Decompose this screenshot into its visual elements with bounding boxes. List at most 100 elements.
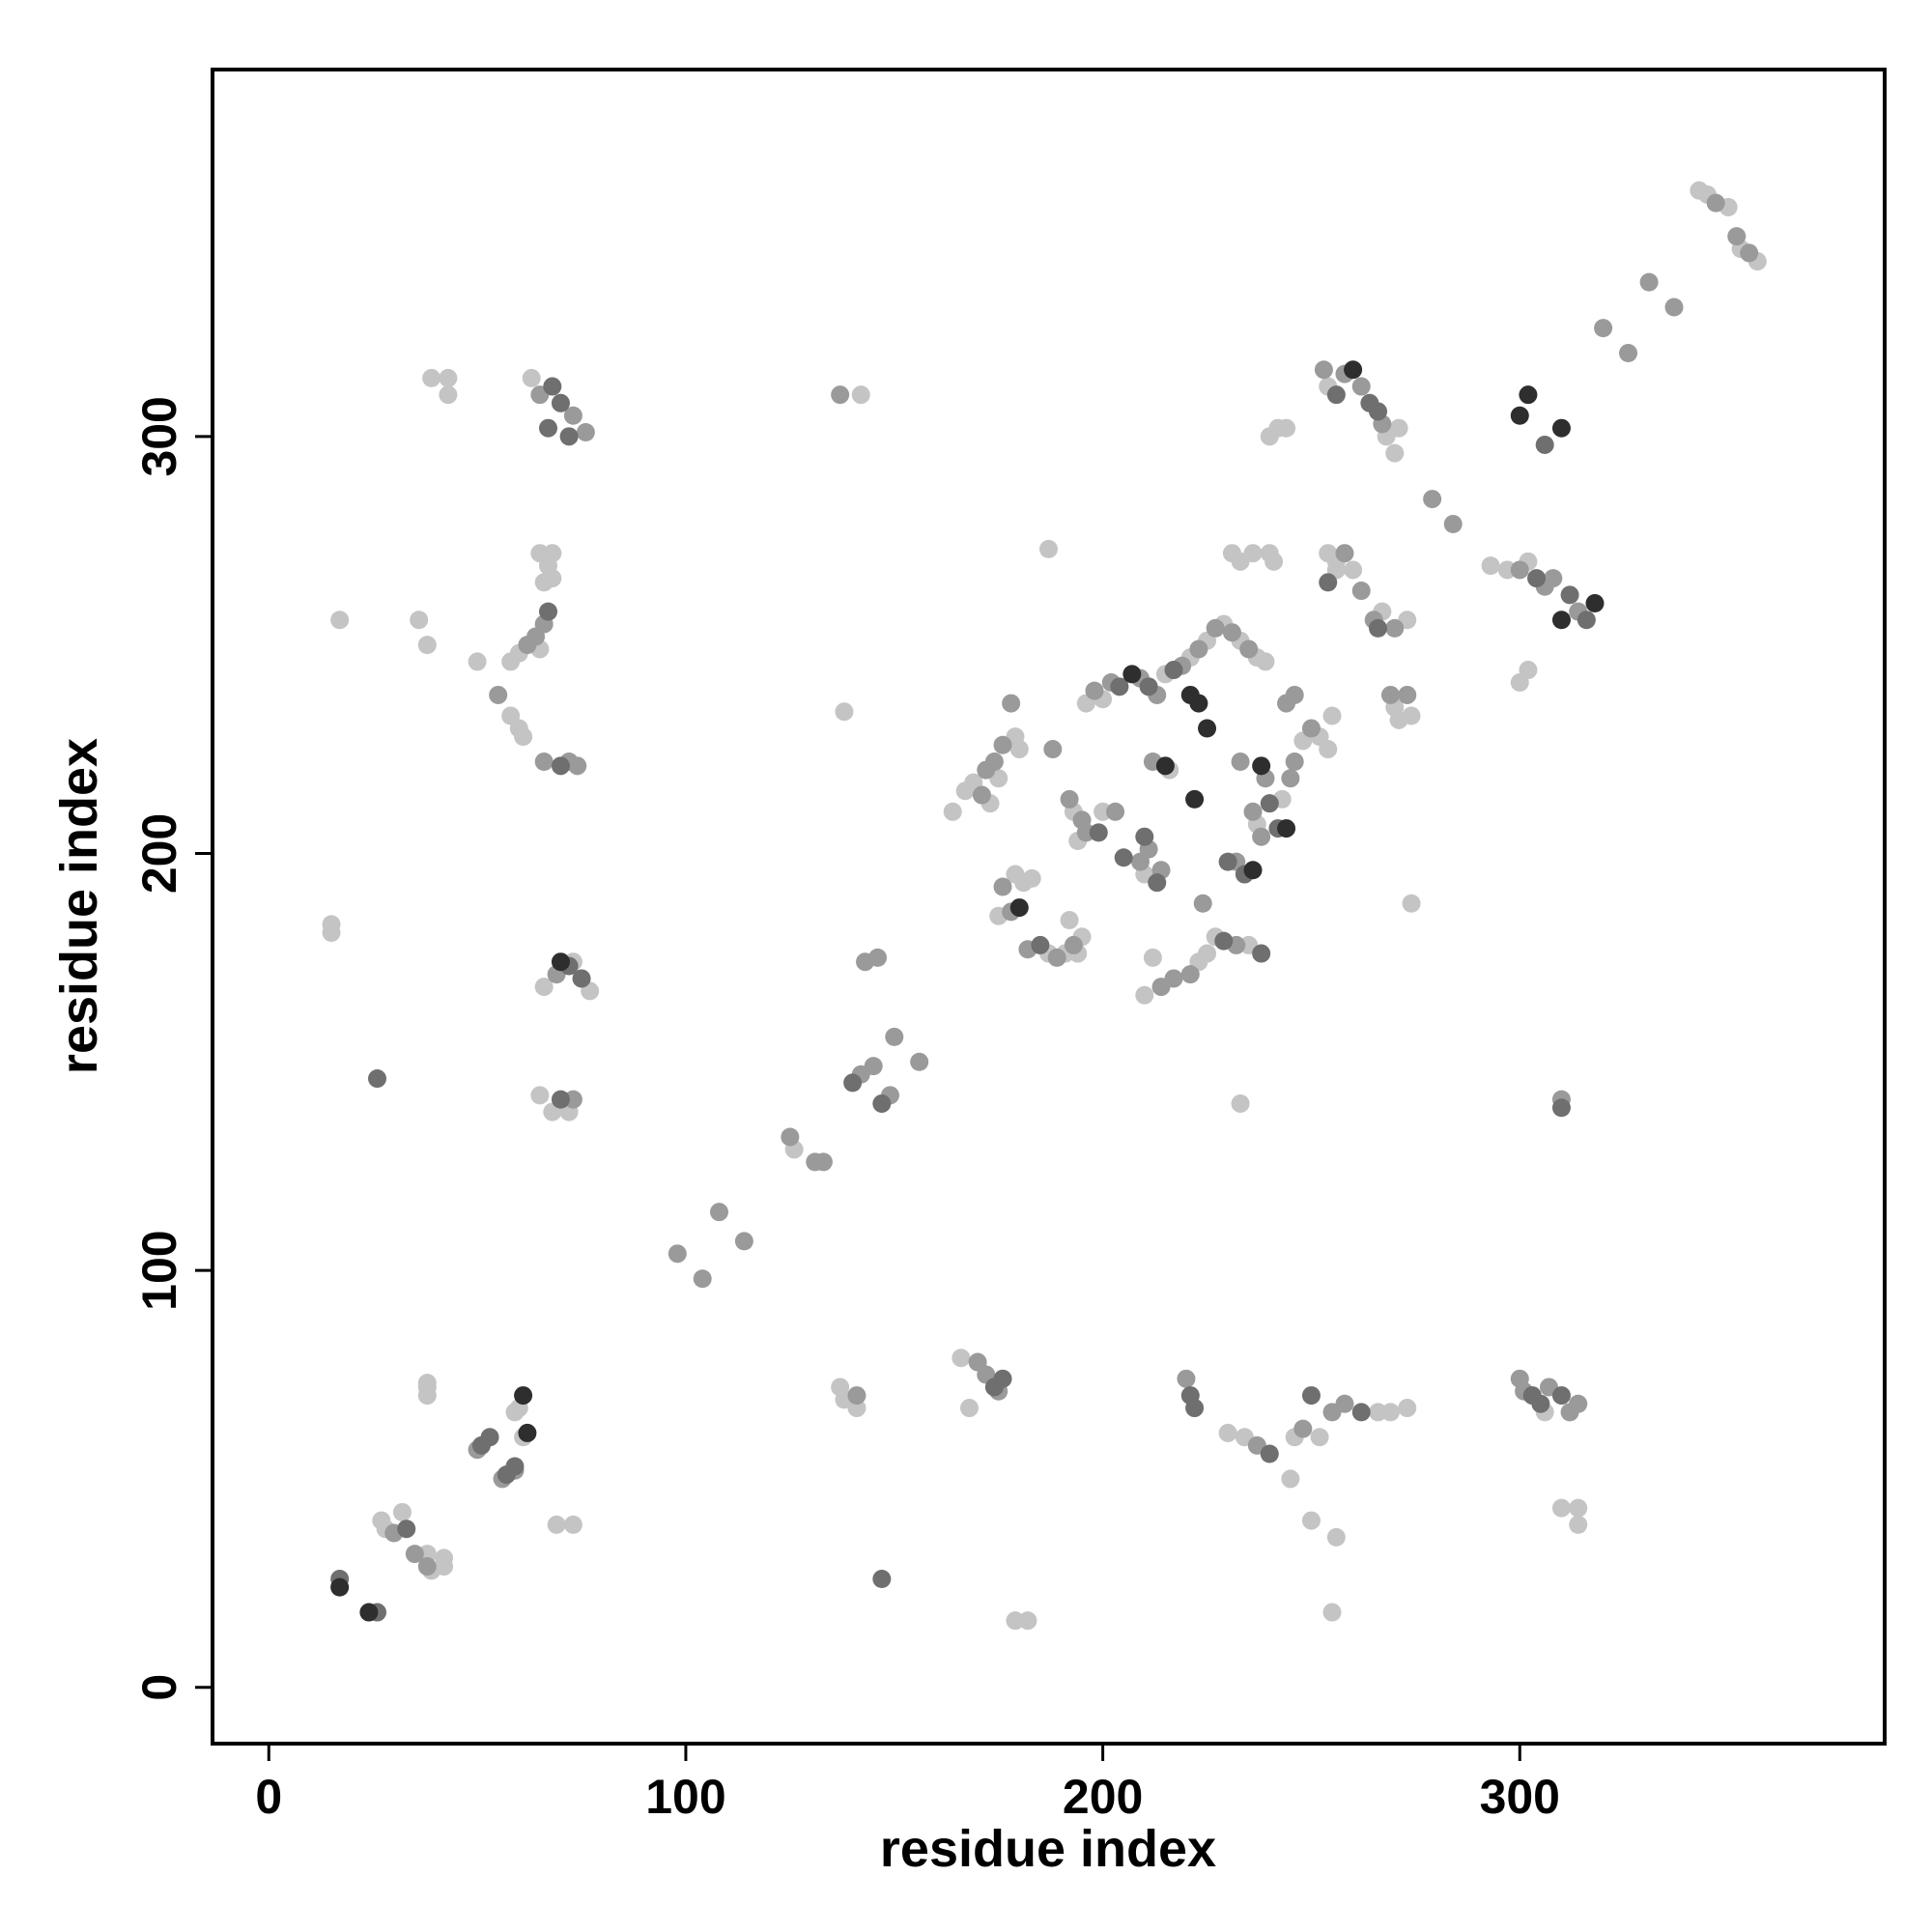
point xyxy=(1060,911,1079,930)
point xyxy=(1301,719,1321,738)
point xyxy=(1301,1386,1321,1406)
point xyxy=(1335,1394,1354,1413)
point xyxy=(543,569,562,588)
point xyxy=(1369,618,1388,638)
point xyxy=(1594,319,1613,338)
point xyxy=(1344,360,1363,380)
point xyxy=(1319,740,1338,759)
point xyxy=(1139,677,1158,696)
point xyxy=(559,427,579,446)
point xyxy=(734,1232,753,1251)
point xyxy=(1043,740,1063,759)
point xyxy=(1110,677,1129,696)
point xyxy=(518,636,537,655)
point xyxy=(551,1090,570,1109)
point xyxy=(1214,931,1234,951)
point xyxy=(1551,418,1571,438)
point xyxy=(1252,827,1271,846)
point xyxy=(543,544,562,563)
point xyxy=(1281,1469,1300,1489)
point xyxy=(1639,272,1659,292)
y-tick-label: 300 xyxy=(132,396,186,476)
point xyxy=(1380,685,1400,704)
point xyxy=(872,1094,892,1113)
point xyxy=(1510,406,1529,425)
point xyxy=(1380,1403,1400,1422)
point xyxy=(1198,719,1217,738)
point xyxy=(1560,585,1579,605)
point xyxy=(468,652,487,671)
point xyxy=(1389,418,1408,438)
point xyxy=(480,1428,499,1447)
point xyxy=(993,877,1012,896)
point xyxy=(368,1069,387,1089)
point xyxy=(534,753,554,772)
point xyxy=(1569,1515,1588,1534)
point xyxy=(551,952,570,972)
point xyxy=(1326,385,1346,405)
point xyxy=(1531,1394,1550,1413)
point xyxy=(1089,823,1108,842)
point xyxy=(563,406,582,425)
point xyxy=(1569,1394,1588,1413)
point xyxy=(1243,544,1263,563)
point xyxy=(1243,861,1263,880)
y-axis-title: residue index xyxy=(50,738,108,1074)
point xyxy=(530,1086,550,1105)
point xyxy=(489,685,508,704)
point xyxy=(1310,1428,1329,1447)
point xyxy=(330,1577,350,1597)
point xyxy=(1180,965,1200,984)
point xyxy=(405,1545,424,1564)
point xyxy=(1189,639,1208,659)
point xyxy=(1222,623,1241,642)
point xyxy=(984,753,1004,772)
point xyxy=(1252,756,1271,776)
point xyxy=(1193,894,1212,913)
point xyxy=(538,418,557,438)
point xyxy=(568,756,587,776)
point xyxy=(709,1203,728,1222)
point xyxy=(1740,243,1759,263)
point xyxy=(514,1386,533,1406)
point xyxy=(1252,944,1271,963)
point xyxy=(1585,593,1605,612)
point xyxy=(1185,1399,1205,1418)
point xyxy=(1322,1603,1342,1622)
point xyxy=(781,1127,800,1147)
point xyxy=(1135,985,1154,1005)
point xyxy=(1285,685,1304,704)
point xyxy=(1385,618,1405,638)
y-tick-label: 100 xyxy=(132,1230,186,1310)
point xyxy=(1143,948,1162,967)
point xyxy=(959,1399,979,1418)
point xyxy=(576,423,595,442)
point xyxy=(1510,560,1529,580)
point xyxy=(1243,802,1263,821)
point xyxy=(1402,894,1421,913)
point xyxy=(1301,1511,1321,1530)
point xyxy=(1047,948,1066,967)
point xyxy=(1164,969,1183,988)
point xyxy=(1619,344,1638,363)
point xyxy=(1519,661,1538,680)
point xyxy=(1009,740,1029,759)
point xyxy=(1527,569,1547,588)
point xyxy=(1002,694,1021,713)
point xyxy=(1218,852,1237,871)
y-tick-label: 200 xyxy=(132,813,186,894)
point xyxy=(1218,1423,1237,1442)
point xyxy=(538,602,557,621)
point xyxy=(668,1244,687,1264)
x-tick-label: 100 xyxy=(645,1770,725,1824)
point xyxy=(1402,706,1421,725)
point xyxy=(1551,1498,1571,1518)
point xyxy=(417,1557,437,1577)
point xyxy=(1009,898,1029,918)
point xyxy=(868,948,888,967)
point xyxy=(359,1603,379,1622)
point xyxy=(1727,227,1747,246)
point xyxy=(1535,435,1554,454)
point xyxy=(1164,661,1183,680)
point xyxy=(1277,418,1296,438)
